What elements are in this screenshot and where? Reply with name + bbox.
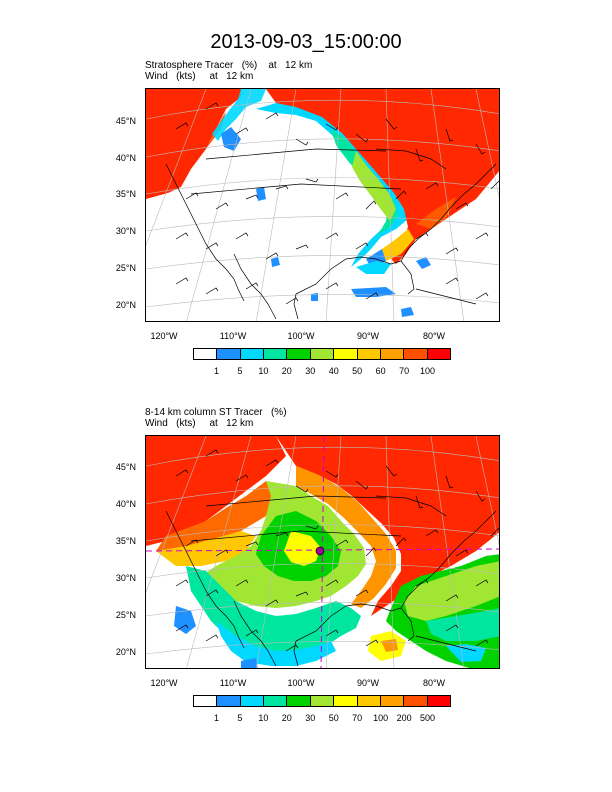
panel-1-colorbar	[193, 348, 451, 360]
colorbar-label: 1	[213, 366, 219, 376]
panel-2-lat-label: 45°N	[115, 462, 136, 472]
colorbar-label: 500	[420, 713, 436, 723]
colorbar-box	[240, 696, 265, 706]
panel-2-lat-label: 30°N	[115, 573, 136, 583]
colorbar-box	[380, 696, 405, 706]
colorbar-label: 20	[281, 366, 292, 376]
panel-1-lon-label: 110°W	[219, 331, 247, 341]
colorbar-box	[217, 349, 241, 359]
colorbar-label: 1	[213, 713, 219, 723]
colorbar-label: 10	[258, 366, 269, 376]
panel-1-lon-label: 100°W	[287, 331, 315, 341]
colorbar-label: 30	[305, 713, 316, 723]
tracer-field	[146, 436, 499, 668]
colorbar-box	[310, 349, 335, 359]
colorbar-label: 100	[420, 366, 436, 376]
panel-1-map	[145, 88, 500, 322]
colorbar-box	[310, 696, 335, 706]
panel-1-lat-label: 35°N	[115, 189, 136, 199]
colorbar-box	[357, 349, 381, 359]
cross-section-lines	[146, 436, 499, 668]
colorbar-box	[427, 696, 450, 706]
panel-2-lon-label: 80°W	[422, 678, 446, 688]
colorbar-label: 70	[352, 713, 363, 723]
colorbar-box	[357, 696, 381, 706]
colorbar-box	[380, 349, 405, 359]
colorbar-box	[194, 349, 218, 359]
colorbar-box	[404, 349, 428, 359]
colorbar-box	[334, 696, 358, 706]
panel-2-lon-label: 90°W	[356, 678, 380, 688]
colorbar-box	[427, 349, 450, 359]
panel-1-lat-label: 45°N	[115, 116, 136, 126]
colorbar-label: 10	[258, 713, 269, 723]
panel-1-lon-label: 90°W	[356, 331, 380, 341]
coastlines	[165, 495, 497, 667]
panel-1-lat-label: 20°N	[115, 300, 136, 310]
column-st-tracer-map	[146, 436, 499, 668]
colorbar-label: 200	[396, 713, 412, 723]
colorbar-box	[404, 696, 428, 706]
colorbar-box	[194, 696, 218, 706]
panel-1-subtitle-line2: Wind (kts) at 12 km	[145, 71, 254, 82]
panel-2-lon-label: 110°W	[219, 678, 247, 688]
colorbar-label: 5	[237, 713, 243, 723]
graticule	[146, 89, 499, 321]
stratosphere-tracer-map	[146, 89, 499, 321]
colorbar-label: 5	[237, 366, 243, 376]
colorbar-label: 50	[328, 713, 339, 723]
colorbar-box	[334, 349, 358, 359]
colorbar-label: 30	[305, 366, 316, 376]
colorbar-box	[287, 696, 311, 706]
panel-1-subtitle-line1: Stratosphere Tracer (%) at 12 km	[145, 60, 313, 71]
colorbar-box	[264, 349, 288, 359]
colorbar-box	[217, 696, 241, 706]
panel-2-lat-label: 20°N	[115, 647, 136, 657]
colorbar-label: 20	[281, 713, 292, 723]
wind-barbs	[175, 449, 499, 652]
panel-2-lat-label: 35°N	[115, 536, 136, 546]
panel-1-lon-label: 80°W	[422, 331, 446, 341]
colorbar-label: 40	[328, 366, 339, 376]
panel-1-lon-label: 120°W	[150, 331, 178, 341]
panel-2-subtitle-line1: 8-14 km column ST Tracer (%)	[145, 407, 287, 418]
colorbar-label: 50	[352, 366, 363, 376]
colorbar-label: 60	[375, 366, 386, 376]
location-marker	[315, 546, 325, 556]
panel-2-map	[145, 435, 500, 669]
colorbar-label: 70	[399, 366, 410, 376]
panel-2-subtitle-line2: Wind (kts) at 12 km	[145, 418, 254, 429]
figure-title: 2013-09-03_15:00:00	[210, 31, 402, 53]
wind-barbs	[175, 102, 499, 305]
panel-2-colorbar	[193, 695, 451, 707]
colorbar-box	[287, 349, 311, 359]
graticule	[146, 436, 499, 668]
panel-2-lat-label: 25°N	[115, 610, 136, 620]
panel-1-lat-label: 30°N	[115, 226, 136, 236]
panel-2-lon-label: 120°W	[150, 678, 178, 688]
panel-2-lon-label: 100°W	[287, 678, 315, 688]
panel-2-lat-label: 40°N	[115, 499, 136, 509]
colorbar-box	[264, 696, 288, 706]
panel-1-lat-label: 25°N	[115, 263, 136, 273]
colorbar-label: 100	[373, 713, 389, 723]
colorbar-box	[240, 349, 265, 359]
panel-1-lat-label: 40°N	[115, 153, 136, 163]
coastlines	[165, 148, 497, 320]
